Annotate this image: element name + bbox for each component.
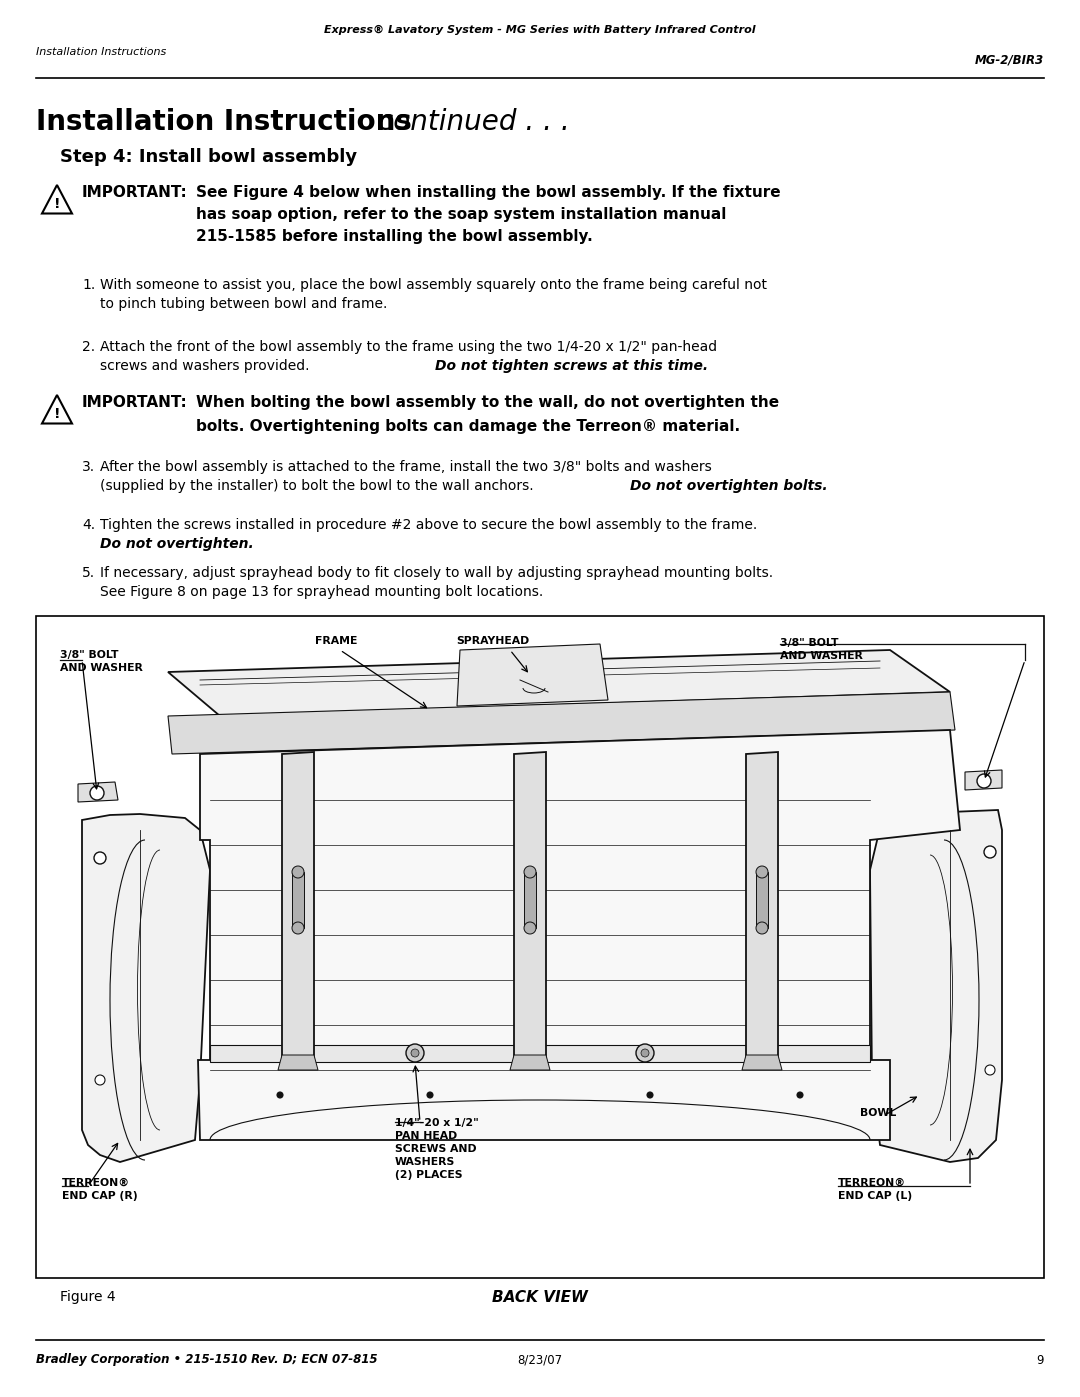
Circle shape [636, 1044, 654, 1062]
Text: With someone to assist you, place the bowl assembly squarely onto the frame bein: With someone to assist you, place the bo… [100, 278, 767, 292]
Text: Installation Instructions: Installation Instructions [36, 108, 421, 136]
Text: 1/4"-20 x 1/2": 1/4"-20 x 1/2" [395, 1118, 478, 1127]
Polygon shape [966, 770, 1002, 789]
Text: 9: 9 [1037, 1354, 1044, 1366]
Text: PAN HEAD: PAN HEAD [395, 1132, 457, 1141]
Circle shape [95, 1076, 105, 1085]
Circle shape [524, 922, 536, 935]
Polygon shape [514, 752, 546, 1060]
Polygon shape [168, 650, 950, 717]
Bar [36, 616, 1044, 1278]
Text: !: ! [54, 197, 60, 211]
Circle shape [406, 1044, 424, 1062]
Polygon shape [42, 184, 72, 214]
Polygon shape [292, 872, 303, 928]
Polygon shape [168, 692, 955, 754]
Circle shape [427, 1092, 433, 1098]
Text: WASHERS: WASHERS [395, 1157, 456, 1166]
Text: AND WASHER: AND WASHER [780, 651, 863, 661]
Text: Step 4: Install bowl assembly: Step 4: Install bowl assembly [60, 148, 357, 166]
Text: Figure 4: Figure 4 [60, 1289, 116, 1303]
Text: (supplied by the installer) to bolt the bowl to the wall anchors.: (supplied by the installer) to bolt the … [100, 479, 538, 493]
Text: END CAP (L): END CAP (L) [838, 1192, 913, 1201]
Text: 3/8" BOLT: 3/8" BOLT [780, 638, 838, 648]
Polygon shape [748, 935, 777, 990]
Circle shape [90, 787, 104, 800]
Text: When bolting the bowl assembly to the wall, do not overtighten the: When bolting the bowl assembly to the wa… [195, 395, 779, 409]
Circle shape [756, 866, 768, 877]
Text: 2.: 2. [82, 339, 95, 353]
Text: BACK VIEW: BACK VIEW [492, 1289, 588, 1305]
Polygon shape [516, 935, 544, 990]
Circle shape [797, 1092, 804, 1098]
Circle shape [524, 866, 536, 877]
Text: has soap option, refer to the soap system installation manual: has soap option, refer to the soap syste… [195, 207, 727, 222]
Text: If necessary, adjust sprayhead body to fit closely to wall by adjusting sprayhea: If necessary, adjust sprayhead body to f… [100, 566, 773, 580]
Circle shape [94, 852, 106, 863]
Text: Do not tighten screws at this time.: Do not tighten screws at this time. [435, 359, 708, 373]
Polygon shape [756, 872, 768, 928]
Text: !: ! [54, 408, 60, 422]
Polygon shape [82, 814, 210, 1162]
Text: Do not overtighten.: Do not overtighten. [100, 536, 254, 550]
Polygon shape [278, 1055, 318, 1070]
Polygon shape [742, 1055, 782, 1070]
Text: 5.: 5. [82, 566, 95, 580]
Text: 3.: 3. [82, 460, 95, 474]
Text: 3/8" BOLT: 3/8" BOLT [60, 650, 119, 659]
Polygon shape [42, 395, 72, 423]
Text: TERREON®: TERREON® [838, 1178, 906, 1187]
Circle shape [985, 1065, 995, 1076]
Text: Attach the front of the bowl assembly to the frame using the two 1/4-20 x 1/2" p: Attach the front of the bowl assembly to… [100, 339, 717, 353]
Text: See Figure 8 on page 13 for sprayhead mounting bolt locations.: See Figure 8 on page 13 for sprayhead mo… [100, 585, 543, 599]
Circle shape [647, 1092, 653, 1098]
Text: IMPORTANT:: IMPORTANT: [82, 395, 188, 409]
Text: END CAP (R): END CAP (R) [62, 1192, 137, 1201]
Polygon shape [198, 731, 960, 1140]
Circle shape [292, 922, 303, 935]
Polygon shape [282, 752, 314, 1060]
Text: MG-2/BIR3: MG-2/BIR3 [975, 53, 1044, 67]
Polygon shape [510, 1055, 550, 1070]
Text: See Figure 4 below when installing the bowl assembly. If the fixture: See Figure 4 below when installing the b… [195, 184, 781, 200]
Text: 1.: 1. [82, 278, 95, 292]
Text: bolts. Overtightening bolts can damage the Terreon® material.: bolts. Overtightening bolts can damage t… [195, 419, 740, 434]
Text: FRAME: FRAME [315, 636, 357, 645]
Circle shape [276, 1092, 283, 1098]
Text: 8/23/07: 8/23/07 [517, 1354, 563, 1366]
Polygon shape [457, 644, 608, 705]
Circle shape [411, 1049, 419, 1058]
Circle shape [977, 774, 991, 788]
Text: 4.: 4. [82, 518, 95, 532]
Polygon shape [524, 872, 536, 928]
Text: After the bowl assembly is attached to the frame, install the two 3/8" bolts and: After the bowl assembly is attached to t… [100, 460, 712, 474]
Text: Bradley Corporation • 215-1510 Rev. D; ECN 07-815: Bradley Corporation • 215-1510 Rev. D; E… [36, 1354, 378, 1366]
Text: IMPORTANT:: IMPORTANT: [82, 184, 188, 200]
Text: Express® Lavatory System - MG Series with Battery Infrared Control: Express® Lavatory System - MG Series wit… [324, 25, 756, 35]
Circle shape [292, 866, 303, 877]
Polygon shape [870, 810, 1002, 1162]
Text: SCREWS AND: SCREWS AND [395, 1144, 476, 1154]
Polygon shape [78, 782, 118, 802]
Text: BOWL: BOWL [860, 1108, 896, 1118]
Text: to pinch tubing between bowl and frame.: to pinch tubing between bowl and frame. [100, 298, 388, 312]
Text: SPRAYHEAD: SPRAYHEAD [456, 636, 529, 645]
Polygon shape [210, 1045, 870, 1062]
Text: continued . . .: continued . . . [378, 108, 570, 136]
Text: screws and washers provided.: screws and washers provided. [100, 359, 314, 373]
Circle shape [984, 847, 996, 858]
Polygon shape [284, 935, 312, 990]
Circle shape [642, 1049, 649, 1058]
Text: (2) PLACES: (2) PLACES [395, 1171, 462, 1180]
Circle shape [756, 922, 768, 935]
Polygon shape [746, 752, 778, 1060]
Text: Installation Instructions: Installation Instructions [36, 47, 166, 57]
Text: Tighten the screws installed in procedure #2 above to secure the bowl assembly t: Tighten the screws installed in procedur… [100, 518, 757, 532]
Text: TERREON®: TERREON® [62, 1178, 130, 1187]
Text: Do not overtighten bolts.: Do not overtighten bolts. [630, 479, 827, 493]
Text: AND WASHER: AND WASHER [60, 664, 143, 673]
Text: 215-1585 before installing the bowl assembly.: 215-1585 before installing the bowl asse… [195, 229, 593, 244]
